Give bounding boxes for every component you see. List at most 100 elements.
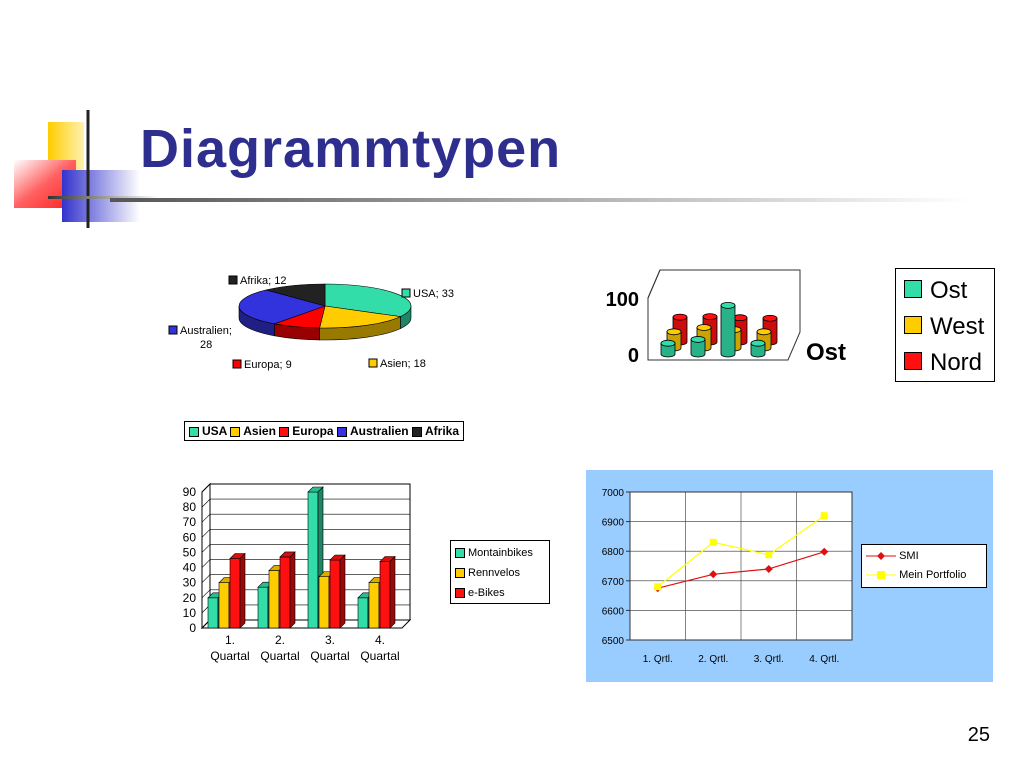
- pie-chart: Afrika; 12 USA; 33 Australien; 28 Europa…: [168, 275, 454, 371]
- bar-category-label-line2: Quartal: [260, 649, 299, 663]
- bar-legend-montainbikes: Montainbikes: [455, 547, 533, 559]
- cylinder-legend-west: West: [904, 313, 984, 341]
- slide-title: Diagrammtypen: [140, 119, 562, 179]
- cylinder-axis-label: Ost: [806, 339, 846, 366]
- slide-logo-decoration: [14, 110, 158, 228]
- bar-gridline-side: [201, 589, 211, 598]
- bar-rennvelos-4: [368, 582, 380, 629]
- bar-gridline-side: [201, 483, 211, 493]
- pie-label-australien-value: 28: [200, 339, 212, 351]
- bar-e-bikes-4: [379, 561, 391, 629]
- cylinder-top-west-2: [696, 324, 712, 331]
- line-y-tick: 6600: [602, 606, 625, 617]
- line-y-tick: 7000: [602, 488, 625, 499]
- bar-side-e-bikes-1: [239, 552, 246, 629]
- bar-y-tick: 10: [183, 606, 197, 620]
- line-point-portfolio: [709, 538, 717, 546]
- pie-legend-afrika: Afrika: [411, 424, 459, 438]
- line-legend-smi: SMI: [866, 550, 919, 562]
- bar-e-bikes-1: [229, 558, 241, 629]
- line-point-smi: [709, 570, 718, 579]
- pie-label-afrika-swatch: [228, 275, 238, 285]
- pie-legend: USA Asien Europa Australien Afrika: [184, 421, 464, 441]
- pie-label-afrika: Afrika; 12: [240, 275, 286, 287]
- line-category-label: 4. Qrtl.: [809, 654, 839, 665]
- line-y-tick: 6500: [602, 636, 625, 647]
- pie-legend-europa: Europa: [279, 424, 334, 438]
- bar-montainbikes-2: [257, 586, 269, 629]
- pie-label-australien-swatch: [168, 325, 178, 335]
- pie-label-asien: Asien; 18: [380, 358, 426, 370]
- pie-slice-australien: [238, 289, 327, 325]
- bar-y-tick: 30: [183, 576, 197, 590]
- line-y-tick: 6700: [602, 577, 625, 588]
- pie-slice-usa: [324, 283, 412, 317]
- line-legend-portfolio: Mein Portfolio: [866, 569, 966, 581]
- line-point-portfolio: [765, 551, 773, 559]
- bar-y-tick: 90: [183, 485, 197, 499]
- cylinder-legend-ost: Ost: [904, 277, 967, 305]
- cylinder-chart-depth-edge: [647, 269, 661, 299]
- bar-category-label-line2: Quartal: [210, 649, 249, 663]
- pie-legend-asien: Asien: [230, 424, 276, 438]
- cylinder-tick-0: 0: [628, 345, 639, 367]
- line-y-tick: 6800: [602, 547, 625, 558]
- line-point-portfolio: [654, 583, 662, 591]
- bar-legend-rennvelos: Rennvelos: [455, 567, 520, 579]
- bar-category-label: 2.: [275, 633, 285, 647]
- bar-legend-ebikes: e-Bikes: [455, 587, 505, 599]
- pie-label-asien-swatch: [368, 358, 378, 368]
- cylinder-ost-1: [660, 342, 676, 358]
- title-underline: [110, 198, 970, 202]
- pie-label-usa-swatch: [401, 288, 411, 298]
- bar-y-tick: 20: [183, 591, 197, 605]
- line-chart: 6500 6600 6700 6800 6900 7000 1. Qrtl. 2. Qrtl…: [602, 488, 853, 665]
- bar-gridline-side: [201, 559, 211, 568]
- cylinder-ost-2: [690, 339, 706, 358]
- cylinder-top-nord-1: [672, 313, 688, 321]
- bar-montainbikes-1: [207, 597, 219, 629]
- line-y-tick: 6900: [602, 518, 625, 529]
- cylinder-ost-3: [720, 305, 736, 358]
- bar-gridline-side: [201, 574, 211, 583]
- bar-montainbikes-4: [357, 597, 369, 629]
- bar-y-tick: 50: [183, 545, 197, 559]
- bar-side-e-bikes-2: [289, 551, 296, 629]
- cylinder-top-ost-2: [690, 336, 706, 343]
- cylinder-top-nord-4: [762, 314, 778, 322]
- cylinder-legend-nord: Nord: [904, 349, 982, 377]
- bar-side-e-bikes-4: [389, 555, 396, 629]
- bar-legend: Montainbikes Rennvelos e-Bikes: [450, 540, 550, 604]
- cylinder-top-ost-1: [660, 339, 676, 347]
- bar-gridline-side: [201, 514, 211, 523]
- line-legend-portfolio-marker: [866, 571, 896, 580]
- cylinder-tick-100: 100: [606, 289, 639, 311]
- line-point-smi: [820, 547, 829, 556]
- bar-y-tick: 60: [183, 530, 197, 544]
- page-number: 25: [967, 724, 990, 746]
- pie-label-europa-swatch: [232, 359, 242, 369]
- cylinder-top-west-4: [756, 328, 772, 336]
- bar-category-label-line2: Quartal: [360, 649, 399, 663]
- line-category-label: 1. Qrtl.: [643, 654, 673, 665]
- bar-y-tick: 40: [183, 561, 197, 575]
- bar-rennvelos-3: [318, 576, 330, 629]
- bar-category-label: 4.: [375, 633, 385, 647]
- bar-category-label-line2: Quartal: [310, 649, 349, 663]
- bar-rennvelos-2: [268, 570, 280, 629]
- bar-y-tick: 0: [189, 621, 196, 635]
- pie-legend-australien: Australien: [336, 424, 409, 438]
- pie-slice-asien: [319, 305, 402, 329]
- cylinder-top-nord-2: [702, 313, 718, 321]
- line-series-mein-portfolio: [657, 515, 825, 588]
- bar-category-label: 3.: [325, 633, 335, 647]
- pie-legend-usa: USA: [189, 424, 227, 438]
- line-category-label: 3. Qrtl.: [754, 654, 784, 665]
- cylinder-top-west-1: [666, 328, 682, 336]
- bar-e-bikes-2: [279, 556, 291, 629]
- bar-side-e-bikes-3: [339, 554, 346, 629]
- line-legend: SMI Mein Portfolio: [861, 544, 987, 588]
- bar-gridline-side: [201, 544, 211, 553]
- line-point-portfolio: [820, 512, 828, 520]
- cylinder-legend: Ost West Nord: [895, 268, 995, 382]
